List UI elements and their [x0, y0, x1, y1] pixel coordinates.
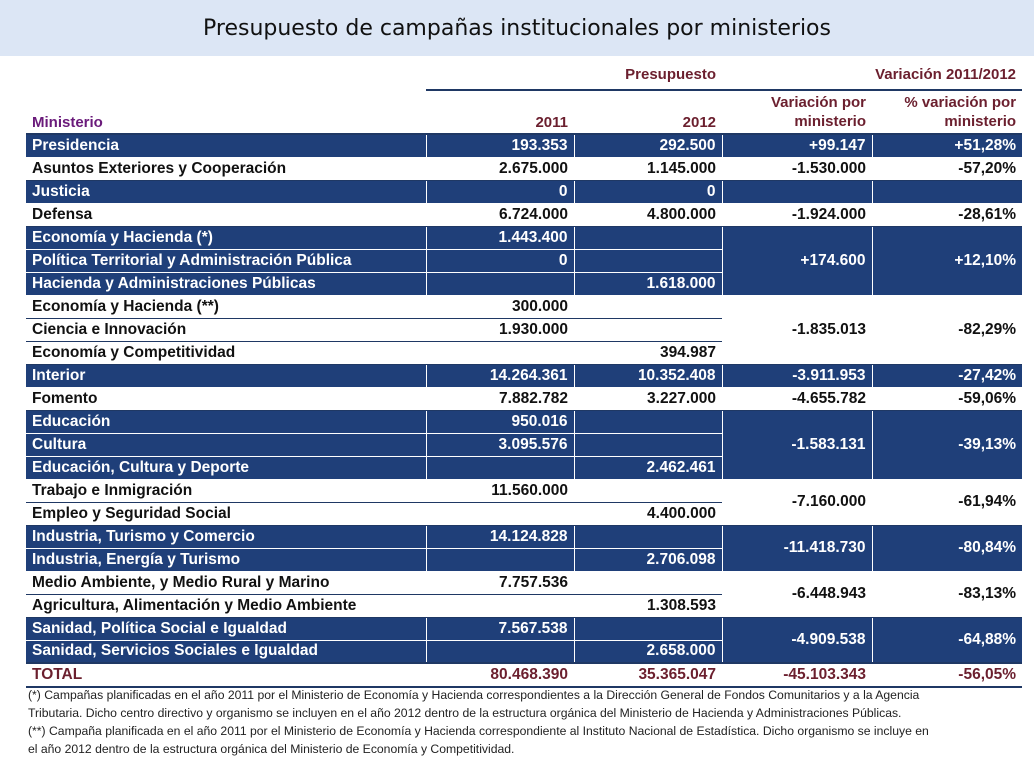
group-percent: -83,13%: [872, 571, 1023, 618]
footnote-2-line-2: el año 2012 dentro de la estructura orgá…: [28, 742, 515, 756]
table-row: Trabajo e Inmigración 11.560.000 -7.160.…: [26, 479, 1023, 526]
header-2012: 2012: [682, 114, 717, 131]
header-variation-group: Variación 2011/2012: [722, 60, 1023, 91]
group-percent: +12,10%: [871, 226, 1023, 296]
table-row: Política Territorial y Administración Pú…: [26, 249, 1022, 273]
table-row: Economía y Hacienda (**) 300.000 -1.835.…: [26, 295, 1023, 365]
total-2012: 35.365.047: [574, 662, 723, 688]
table-row: Fomento 7.882.782 3.227.000 -4.655.782 -…: [26, 387, 1023, 411]
header-variation: Variación por ministerio: [722, 90, 872, 134]
group-variation: -7.160.000: [722, 479, 873, 526]
footnote-1-line-2: Tributaria. Dicho centro directivo y org…: [28, 706, 902, 720]
table-row: Presidencia 193.353 292.500 +99.147 +51,…: [26, 134, 1023, 158]
group-percent: -80,84%: [871, 525, 1023, 572]
table-row: Economía y Hacienda (*) 1.443.400 +174.6…: [26, 226, 1023, 296]
group-variation: -1.583.131: [721, 410, 873, 480]
page-title: Presupuesto de campañas institucionales …: [203, 15, 831, 41]
group-variation: +174.600: [721, 226, 873, 296]
table-row: Educación, Cultura y Deporte 2.462.461: [26, 456, 1022, 480]
group-variation: -1.835.013: [722, 295, 873, 365]
header-percent: % variación por ministerio: [872, 90, 1022, 134]
table-row: Asuntos Exteriores y Cooperación 2.675.0…: [26, 157, 1023, 181]
header-variation-line1: Variación por: [770, 94, 867, 111]
budget-table: Presupuesto Variación 2011/2012 Minister…: [26, 60, 1023, 688]
header-2011: 2011: [535, 114, 568, 131]
group-percent: -39,13%: [871, 410, 1023, 480]
group-percent: -61,94%: [872, 479, 1023, 526]
group-variation: -11.418.730: [721, 525, 873, 572]
table-row: Educación 950.016 -1.583.131 -39,13%: [26, 410, 1023, 480]
group-variation: -4.909.538: [721, 617, 873, 664]
total-percent: -56,05%: [872, 662, 1023, 688]
header-group-row: Presupuesto Variación 2011/2012: [26, 60, 1023, 91]
header-ministry: Ministerio: [32, 114, 103, 131]
table-row: Medio Ambiente, y Medio Rural y Marino 7…: [26, 571, 1023, 618]
footnote-1-line-1: (*) Campañas planificadas en el año 2011…: [28, 688, 920, 702]
table-row: Cultura 3.095.576: [26, 433, 1022, 457]
table-row: Agricultura, Alimentación y Medio Ambien…: [26, 594, 1022, 618]
header-percent-line2: ministerio: [944, 113, 1017, 130]
header-percent-line1: % variación por: [904, 94, 1017, 111]
table-row: Defensa 6.724.000 4.800.000 -1.924.000 -…: [26, 203, 1023, 227]
table-row: Justicia 0 0: [26, 180, 1023, 204]
header-variation-line2: ministerio: [794, 113, 867, 130]
table-row: Economía y Competitividad 394.987: [26, 341, 1022, 365]
table-row: Industria, Energía y Turismo 2.706.098: [26, 548, 1022, 572]
header-budget-group: Presupuesto: [426, 60, 723, 91]
table-row: Interior 14.264.361 10.352.408 -3.911.95…: [26, 364, 1023, 388]
header-column-row: Ministerio 2011 2012 Variación por minis…: [26, 90, 1022, 134]
footnote-2-line-1: (**) Campaña planificada en el año 2011 …: [28, 724, 929, 738]
table-row: Empleo y Seguridad Social 4.400.000: [26, 502, 1022, 526]
group-variation: -6.448.943: [722, 571, 873, 618]
table-row: Ciencia e Innovación 1.930.000: [26, 318, 1022, 342]
footnotes: (*) Campañas planificadas en el año 2011…: [28, 686, 1018, 758]
total-variation: -45.103.343: [722, 662, 873, 688]
group-percent: -64,88%: [871, 617, 1023, 664]
title-bar: Presupuesto de campañas institucionales …: [0, 0, 1034, 56]
table-row: Hacienda y Administraciones Públicas 1.6…: [26, 272, 1022, 296]
total-row: TOTAL 80.468.390 35.365.047 -45.103.343 …: [26, 662, 1023, 688]
table-row: Industria, Turismo y Comercio 14.124.828…: [26, 525, 1023, 572]
table-row: Sanidad, Política Social e Igualdad 7.56…: [26, 617, 1023, 664]
total-2011: 80.468.390: [426, 662, 574, 688]
group-percent: -82,29%: [872, 295, 1023, 365]
total-label: TOTAL: [26, 662, 426, 688]
